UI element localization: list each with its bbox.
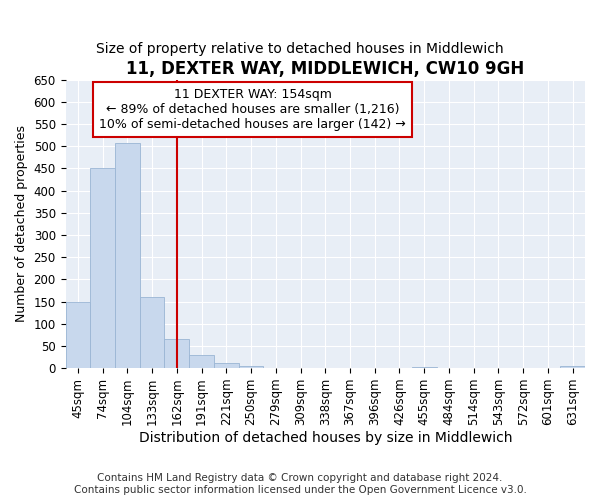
Bar — [412, 367, 437, 368]
Bar — [189, 355, 214, 368]
Bar — [140, 297, 164, 368]
Bar — [214, 363, 239, 368]
Bar — [164, 339, 189, 368]
Y-axis label: Number of detached properties: Number of detached properties — [15, 126, 28, 322]
Title: 11, DEXTER WAY, MIDDLEWICH, CW10 9GH: 11, DEXTER WAY, MIDDLEWICH, CW10 9GH — [126, 60, 524, 78]
Bar — [65, 302, 90, 368]
Text: Size of property relative to detached houses in Middlewich: Size of property relative to detached ho… — [96, 42, 504, 56]
Bar — [90, 168, 115, 368]
Bar — [115, 142, 140, 368]
Text: Contains HM Land Registry data © Crown copyright and database right 2024.
Contai: Contains HM Land Registry data © Crown c… — [74, 474, 526, 495]
X-axis label: Distribution of detached houses by size in Middlewich: Distribution of detached houses by size … — [139, 431, 512, 445]
Bar — [560, 366, 585, 368]
Text: 11 DEXTER WAY: 154sqm
← 89% of detached houses are smaller (1,216)
10% of semi-d: 11 DEXTER WAY: 154sqm ← 89% of detached … — [99, 88, 406, 131]
Bar — [239, 366, 263, 368]
